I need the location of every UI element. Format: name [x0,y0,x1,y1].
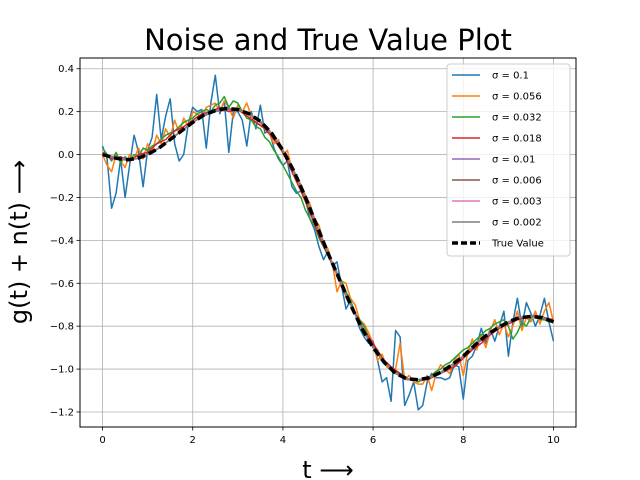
y-tick-label: 0.0 [58,150,74,161]
legend-label: σ = 0.1 [492,71,529,82]
x-axis-label: t ⟶ [302,456,353,480]
x-tick-label: 0 [99,435,105,446]
legend-box [446,63,571,257]
legend-label: σ = 0.018 [492,134,542,145]
legend: σ = 0.1 σ = 0.056 σ = 0.032 σ = 0.018 σ = 0.… [446,63,571,257]
y-tick-label: −1.2 [50,407,74,418]
legend-label: σ = 0.056 [492,92,542,103]
axes-frame [79,57,577,428]
y-tick-label: −1.0 [50,365,74,376]
legend-label: σ = 0.003 [492,197,542,208]
legend-label: True Value [491,239,544,250]
legend-label: σ = 0.002 [492,218,542,229]
y-axis-label: g(t) + n(t) ⟶ [5,160,33,324]
y-tick-label: −0.6 [50,279,74,290]
y-tick-label: −0.8 [50,322,74,333]
true-value-line [102,106,555,382]
true-value-layer [102,106,555,382]
legend-label: σ = 0.01 [492,155,535,166]
x-tick-label: 4 [280,435,286,446]
x-tick-label: 10 [547,435,560,446]
y-axis-ticks: −1.2 −1.0 −0.8 −0.6 −0.4 −0.2 0.0 0.2 0.4 [50,64,80,418]
legend-label: σ = 0.032 [492,113,542,124]
x-tick-label: 6 [370,435,376,446]
y-tick-label: 0.4 [58,64,74,75]
legend-items: σ = 0.1 σ = 0.056 σ = 0.032 σ = 0.018 σ = 0.… [452,71,544,250]
legend-label: σ = 0.006 [492,176,542,187]
y-tick-label: −0.2 [50,193,74,204]
x-axis-ticks: 0 2 4 6 8 10 [99,427,560,446]
chart-title: Noise and True Value Plot [144,23,512,57]
x-tick-label: 2 [190,435,196,446]
y-tick-label: −0.4 [50,236,74,247]
x-tick-label: 8 [460,435,466,446]
y-tick-label: 0.2 [58,107,74,118]
